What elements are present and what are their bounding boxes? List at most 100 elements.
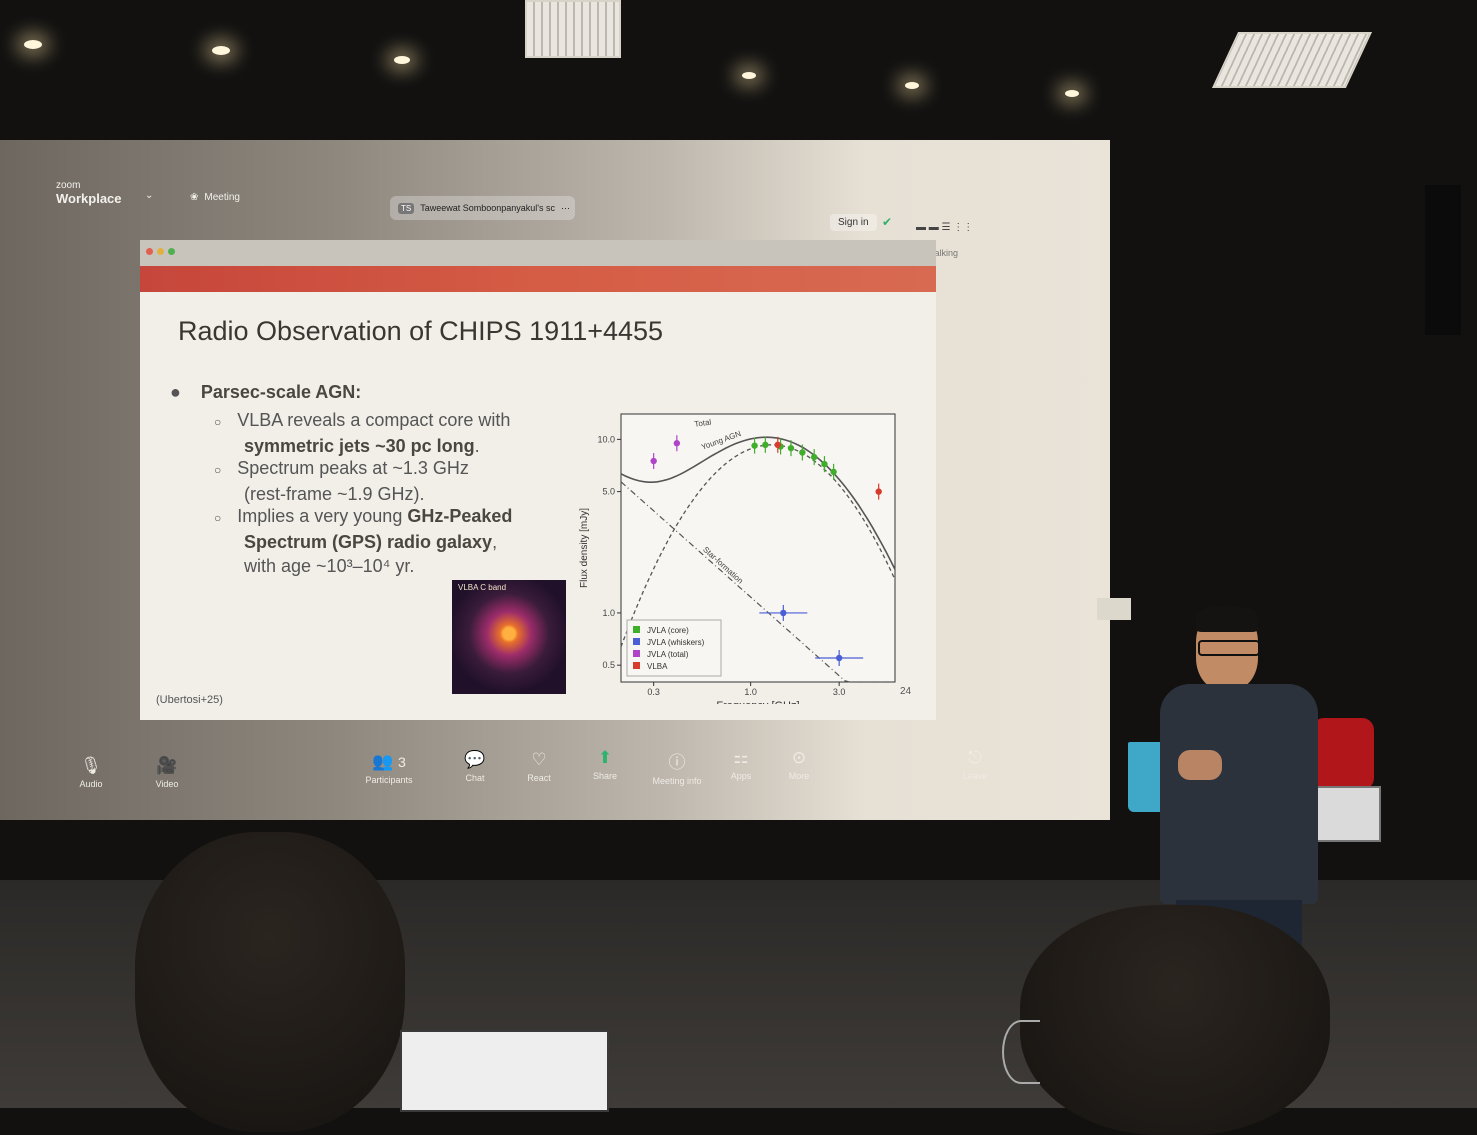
y-tick-label: 0.5 bbox=[602, 660, 615, 670]
audience-laptop bbox=[400, 1030, 609, 1112]
presenter-laptop bbox=[1315, 786, 1381, 842]
mic-muted-icon: 🎙 bbox=[80, 756, 102, 775]
people-icon: 👥 3 bbox=[372, 752, 406, 771]
more-options-icon[interactable]: ⋯ bbox=[561, 202, 571, 213]
chat-button[interactable]: 💬 Chat bbox=[440, 750, 510, 783]
audience-head bbox=[1020, 905, 1330, 1135]
share-button[interactable]: ⬆ Share bbox=[570, 748, 640, 781]
share-title: Taweewat Somboonpanyakul's sc bbox=[420, 203, 556, 213]
ceiling-vent bbox=[525, 0, 621, 58]
total-curve bbox=[620, 436, 896, 570]
share-arrow-icon: ⬆ bbox=[597, 748, 613, 767]
leave-button[interactable]: ⎋ Leave bbox=[940, 748, 1010, 781]
info-icon: ⓘ bbox=[668, 753, 686, 772]
react-button[interactable]: ♡ React bbox=[504, 750, 574, 783]
user-avatar-icon: TS bbox=[398, 202, 415, 214]
video-button[interactable]: 🎥 Video bbox=[132, 756, 202, 789]
browser-titlebar bbox=[140, 240, 936, 266]
zoom-toolbar: 🎙 Audio 🎥 Video 👥 3 Participants 💬 Chat ♡ Rea… bbox=[0, 748, 1110, 810]
citation: (Ubertosi+25) bbox=[156, 694, 223, 706]
close-dot[interactable] bbox=[146, 248, 153, 255]
legend-entry: JVLA (total) bbox=[647, 650, 689, 659]
ceiling-light bbox=[905, 82, 919, 89]
presenter-glasses bbox=[1198, 640, 1260, 656]
screen-share-pill[interactable]: TS Taweewat Somboonpanyakul's sc ⋯ bbox=[390, 196, 575, 220]
meeting-info-button[interactable]: ⓘ Meeting info bbox=[642, 748, 712, 786]
ceiling-light bbox=[212, 46, 230, 55]
slide-title: Radio Observation of CHIPS 1911+4455 bbox=[178, 316, 664, 346]
presenter-sweater bbox=[1160, 684, 1318, 904]
chat-icon: 💬 bbox=[464, 750, 486, 769]
data-point bbox=[875, 488, 882, 495]
legend-entry: JVLA (whiskers) bbox=[647, 638, 705, 647]
vlba-label: VLBA C band bbox=[458, 583, 507, 592]
presenter-hair bbox=[1196, 606, 1258, 632]
data-point bbox=[835, 654, 843, 662]
apps-button[interactable]: ⚏ Apps bbox=[706, 748, 776, 781]
chevron-down-icon[interactable]: ⌄ bbox=[145, 190, 154, 201]
data-point bbox=[751, 442, 758, 449]
sub-bullet-2: ○ Spectrum peaks at ~1.3 GHz (rest-frame … bbox=[214, 458, 469, 504]
camera-off-icon: 🎥 bbox=[156, 756, 178, 775]
wall-notice bbox=[1097, 598, 1131, 620]
data-point bbox=[821, 460, 828, 468]
presenter-hands bbox=[1178, 750, 1222, 780]
window-controls-icon[interactable]: ▬ ▬ ☰ ⋮⋮ bbox=[916, 222, 974, 233]
zoom-top-bar: zoom Workplace ⌄ ❀ Meeting TS Taweewat S… bbox=[40, 170, 1060, 258]
speaker-box bbox=[1425, 185, 1461, 335]
data-point bbox=[830, 468, 837, 476]
young-agn-curve bbox=[620, 444, 896, 647]
ceiling-light bbox=[1065, 90, 1079, 97]
star-formation-curve bbox=[620, 481, 895, 683]
ceiling-light bbox=[742, 72, 756, 79]
legend-swatch bbox=[633, 638, 640, 645]
talking-indicator: Talking bbox=[930, 248, 959, 258]
data-point bbox=[799, 449, 806, 456]
maximize-dot[interactable] bbox=[168, 248, 175, 255]
ceiling-light bbox=[24, 40, 42, 49]
page-number: 24 bbox=[900, 686, 912, 697]
legend-entry: JVLA (core) bbox=[647, 626, 689, 635]
data-point bbox=[774, 441, 781, 449]
legend-swatch bbox=[633, 662, 640, 669]
presentation-slide: Radio Observation of CHIPS 1911+4455 ● Pa… bbox=[140, 292, 936, 720]
legend-swatch bbox=[633, 650, 640, 657]
zoom-logo: Workplace bbox=[56, 191, 122, 206]
data-point bbox=[780, 609, 787, 617]
bullet-dot: ● bbox=[170, 382, 181, 402]
x-tick-label: 1.0 bbox=[744, 687, 757, 697]
legend-swatch bbox=[633, 626, 640, 633]
minimize-dot[interactable] bbox=[157, 248, 164, 255]
sign-in-button[interactable]: Sign in bbox=[830, 214, 877, 231]
audience-glasses bbox=[1002, 1020, 1040, 1084]
red-chair bbox=[1312, 718, 1374, 790]
slide-header-bar bbox=[140, 266, 936, 292]
x-tick-label: 0.3 bbox=[647, 687, 660, 697]
shield-check-icon: ✔ bbox=[882, 215, 893, 229]
data-point bbox=[650, 457, 657, 465]
legend-box bbox=[626, 619, 722, 677]
heart-icon: ♡ bbox=[531, 750, 547, 769]
sub-bullet-3: ○ Implies a very young GHz-Peaked Spectru… bbox=[214, 506, 513, 576]
meeting-label: Meeting bbox=[204, 192, 240, 203]
ceiling-light bbox=[394, 56, 410, 64]
curve-label-total: Total bbox=[694, 418, 712, 429]
leave-door-icon: ⎋ bbox=[968, 748, 982, 767]
y-tick-label: 10.0 bbox=[597, 434, 615, 444]
more-button[interactable]: ⊙ More bbox=[764, 748, 834, 781]
data-point bbox=[810, 453, 818, 461]
apps-icon: ⚏ bbox=[733, 748, 749, 767]
data-point bbox=[787, 444, 795, 452]
sub-bullet-1: ○ VLBA reveals a compact core with symmet… bbox=[214, 410, 511, 456]
x-tick-label: 3.0 bbox=[833, 687, 846, 697]
vlba-image: VLBA C band bbox=[452, 580, 566, 694]
participants-button[interactable]: 👥 3 Participants bbox=[354, 752, 424, 785]
more-icon: ⊙ bbox=[791, 748, 807, 767]
data-point bbox=[673, 440, 681, 447]
ceiling-vent bbox=[1211, 32, 1373, 88]
zoom-logo-small: zoom bbox=[56, 180, 81, 191]
bullet-main: ● Parsec-scale AGN: bbox=[170, 382, 362, 402]
meeting-menu[interactable]: ❀ Meeting bbox=[190, 192, 240, 203]
audio-button[interactable]: 🎙 Audio bbox=[56, 756, 126, 789]
